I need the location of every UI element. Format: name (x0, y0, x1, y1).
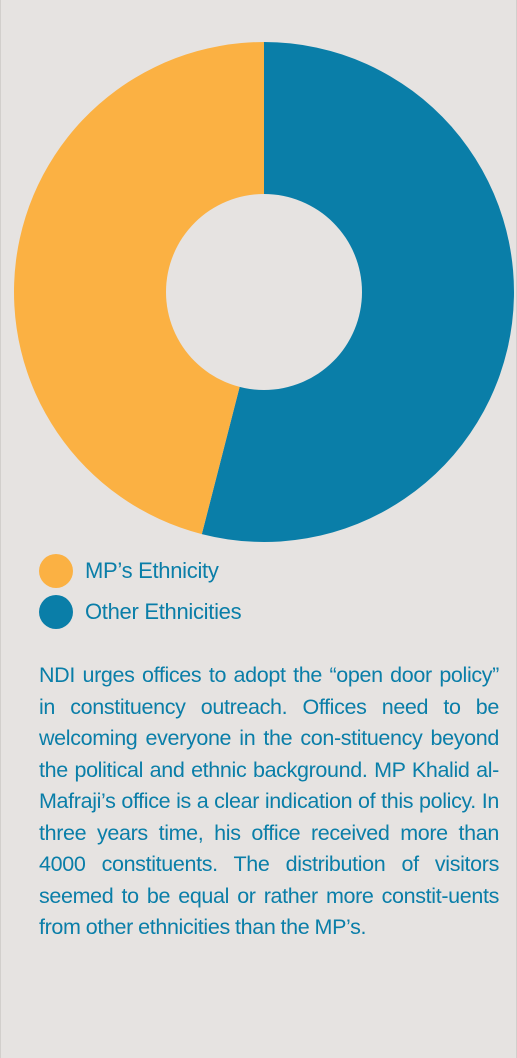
legend-label: Other Ethnicities (85, 599, 242, 624)
legend-item-other-ethnicities: Other Ethnicities (39, 592, 499, 632)
donut-chart (13, 42, 514, 542)
legend-swatch-blue (39, 595, 73, 629)
legend-label: MP’s Ethnicity (85, 558, 219, 583)
body-paragraph: NDI urges offices to adopt the “open doo… (39, 663, 499, 939)
legend-swatch-orange (39, 554, 73, 588)
legend-item-mps-ethnicity: MP’s Ethnicity (39, 551, 499, 591)
donut-slice-mp-s-ethnicity (13, 42, 265, 535)
donut-hole (166, 194, 362, 390)
